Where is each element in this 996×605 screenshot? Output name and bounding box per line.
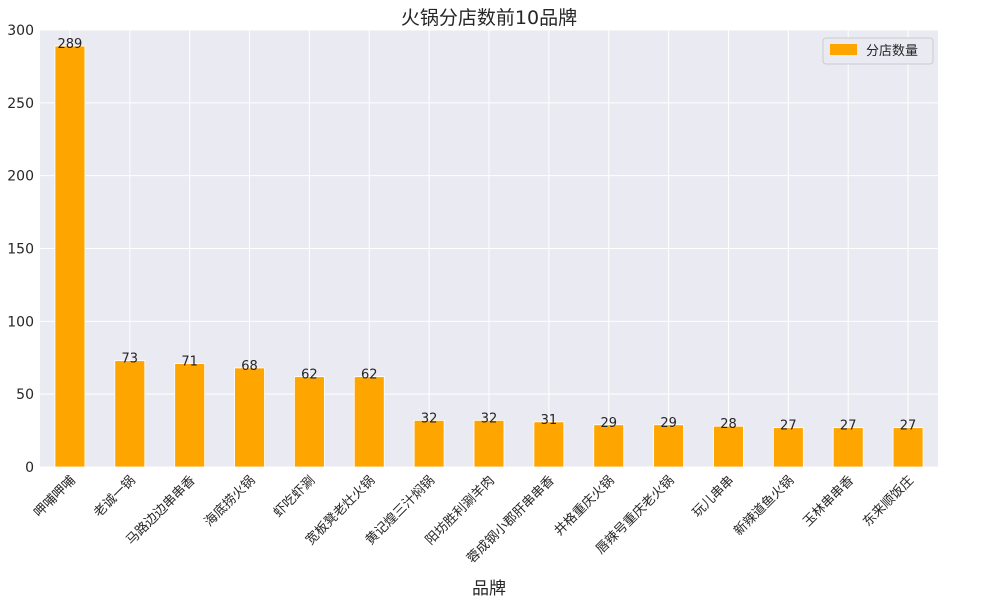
data-label: 27	[780, 419, 797, 434]
data-label: 31	[541, 413, 558, 428]
x-tick-label: 新辣道鱼火锅	[731, 473, 797, 539]
bar	[533, 421, 565, 468]
x-tick-label: 东来顺饭庄	[860, 473, 917, 530]
data-label: 73	[122, 352, 139, 367]
x-tick-label: 老诚一锅	[91, 473, 139, 521]
bar	[234, 367, 265, 468]
bar	[174, 363, 206, 468]
x-axis-label: 品牌	[472, 579, 506, 599]
data-label: 62	[361, 368, 378, 383]
data-label: 32	[421, 411, 438, 426]
data-labels: 289 73 71 68 62 62 32 32 31 29 29 28 27 27 27	[58, 37, 917, 434]
x-tick-label: 呷哺呷哺	[31, 473, 78, 520]
bar	[772, 427, 804, 468]
bar	[413, 419, 445, 468]
y-axis-ticks: 0 50 100 150 200 250 300	[7, 23, 34, 476]
y-tick-label: 150	[7, 242, 34, 258]
legend-label: 分店数量	[866, 44, 918, 59]
bar	[832, 427, 864, 468]
bar	[593, 424, 625, 468]
x-tick-label: 玉林串串香	[800, 473, 857, 530]
x-tick-label: 井格重庆火锅	[551, 473, 617, 539]
chart-title: 火锅分店数前10品牌	[401, 7, 577, 29]
data-label: 27	[900, 419, 917, 434]
x-tick-label: 虾吃虾涮	[270, 473, 318, 521]
bar	[653, 424, 684, 468]
bar	[294, 376, 325, 468]
data-label: 32	[481, 411, 498, 426]
data-label: 68	[241, 359, 258, 374]
bars	[54, 45, 924, 468]
x-tick-label: 玩儿串串	[690, 473, 737, 520]
data-label: 71	[181, 355, 198, 370]
y-tick-label: 50	[16, 387, 34, 403]
bar	[54, 45, 86, 468]
data-label: 29	[660, 416, 677, 431]
x-tick-label: 海底捞火锅	[201, 473, 258, 530]
bar	[713, 425, 744, 468]
bar	[473, 419, 505, 468]
data-label: 62	[301, 368, 318, 383]
y-tick-label: 100	[7, 314, 34, 330]
legend-swatch	[830, 44, 857, 55]
bar	[114, 360, 146, 468]
data-label: 27	[840, 419, 857, 434]
y-tick-label: 200	[7, 169, 34, 185]
bar	[892, 427, 924, 468]
data-label: 28	[720, 417, 737, 432]
data-label: 29	[600, 416, 617, 431]
y-tick-label: 0	[25, 460, 34, 476]
legend: 分店数量	[822, 37, 934, 65]
y-tick-label: 300	[7, 23, 34, 39]
data-label: 289	[58, 37, 83, 52]
bar	[353, 376, 385, 468]
y-tick-label: 250	[7, 96, 34, 112]
